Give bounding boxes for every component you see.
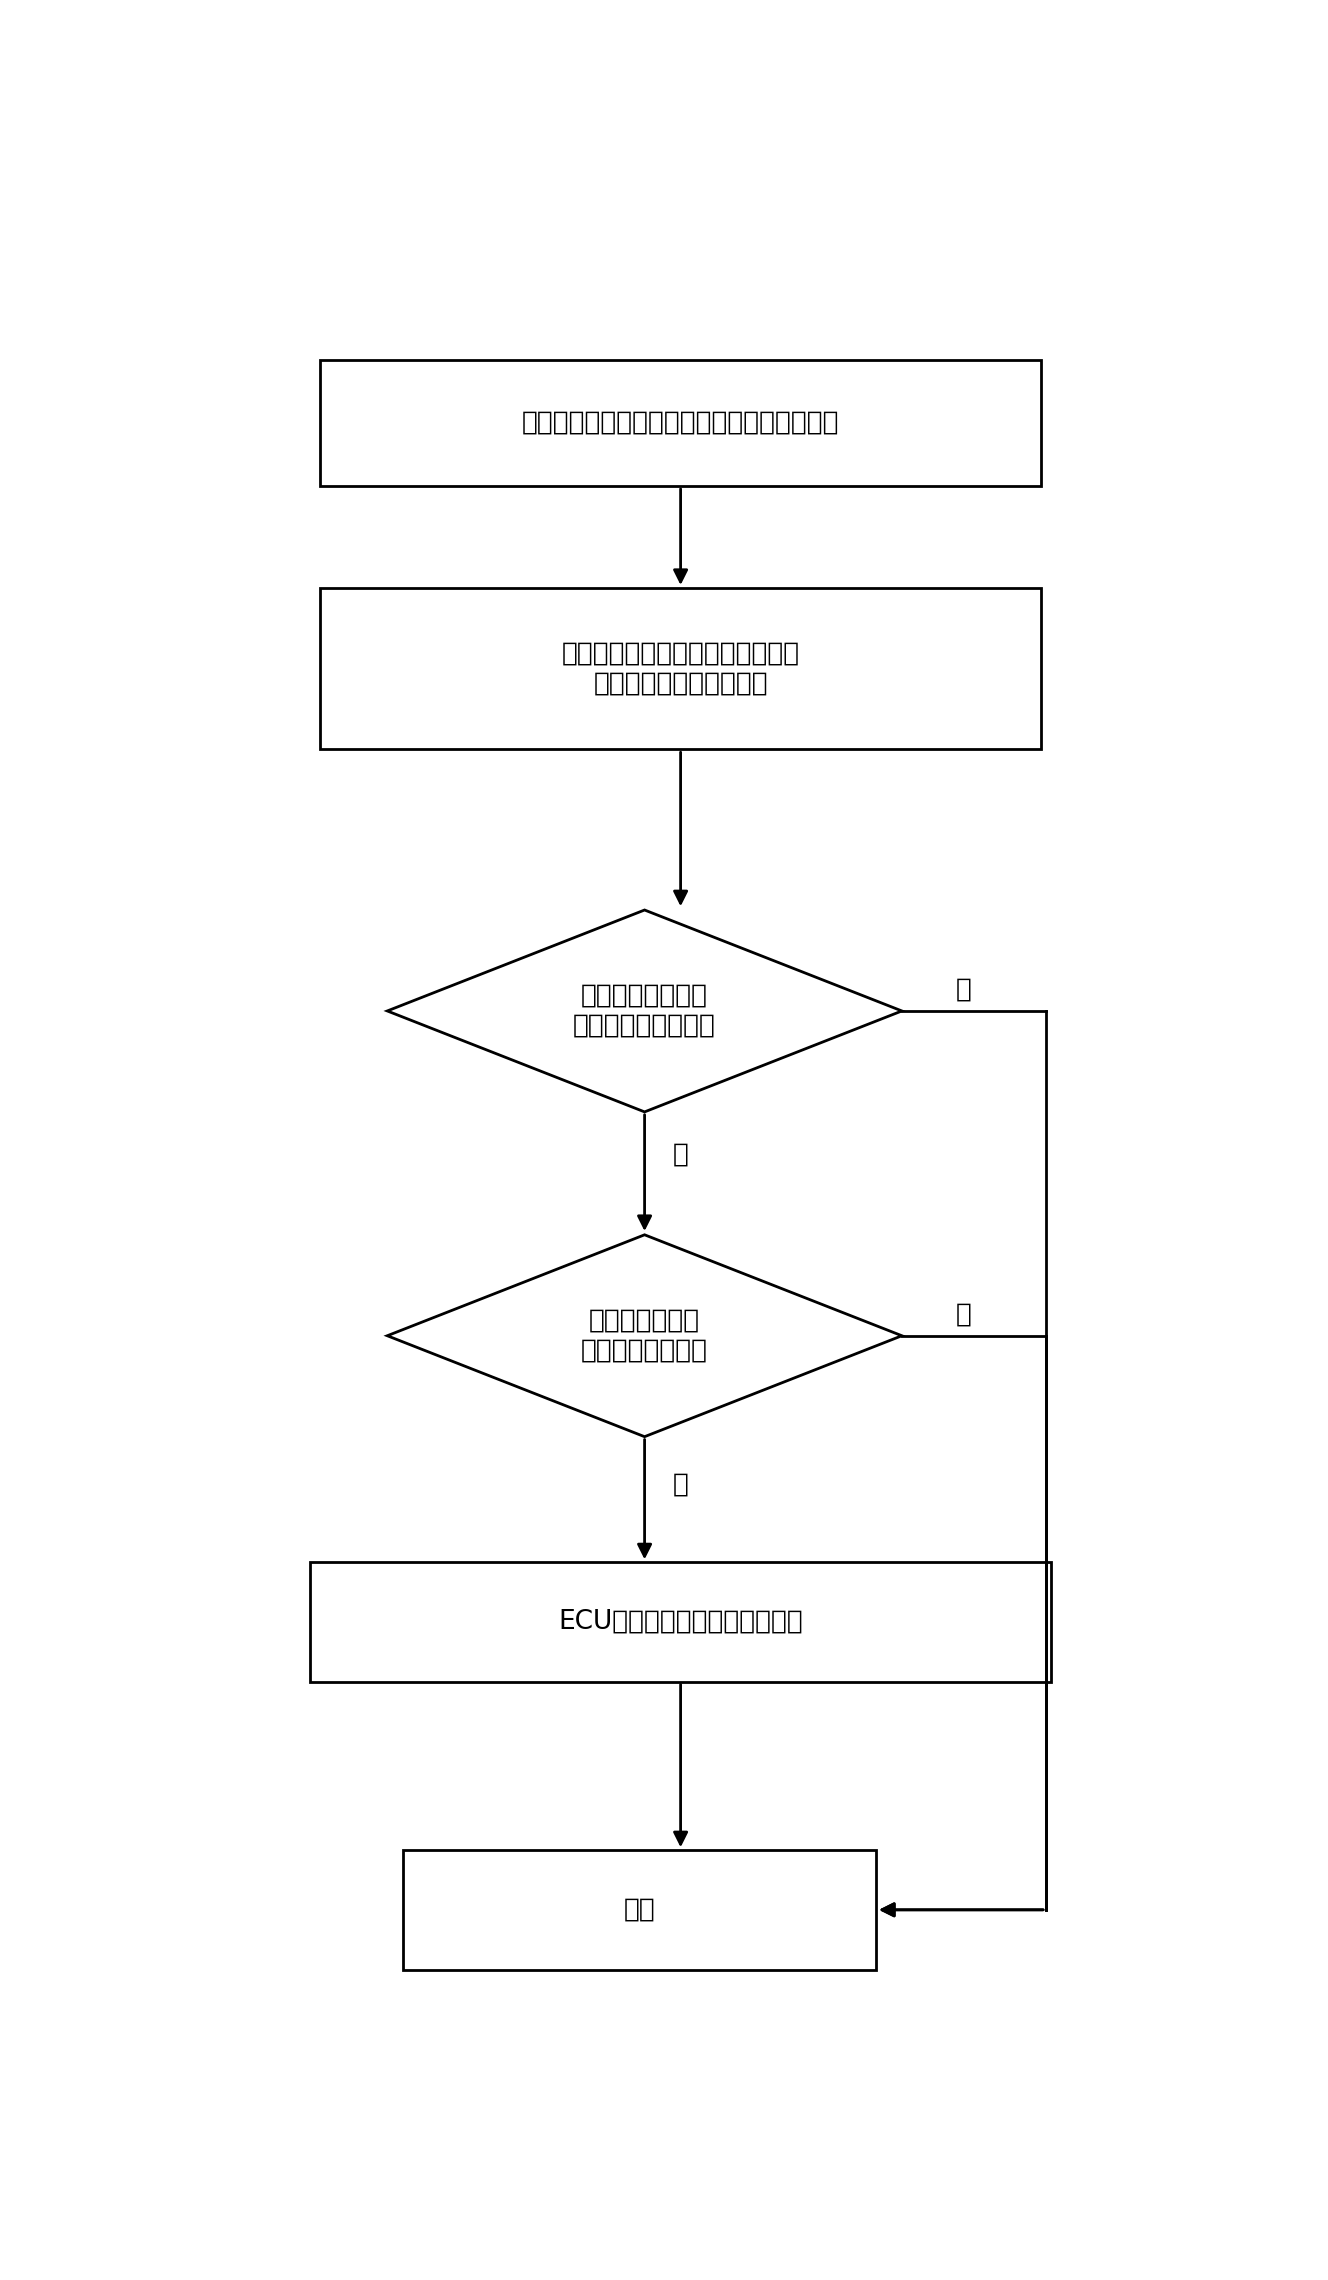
Text: 获取发动机从启动状态到怠速状态
或到部分负载状态的时间: 获取发动机从启动状态到怠速状态 或到部分负载状态的时间 <box>562 641 799 698</box>
Text: ECU则对进气温度进行应急处理: ECU则对进气温度进行应急处理 <box>558 1610 803 1635</box>
Bar <box>402 1849 876 1970</box>
Bar <box>320 360 1041 486</box>
Text: 否: 否 <box>956 1302 972 1327</box>
Bar <box>320 588 1041 750</box>
Text: 判断电诊断同步延
时是否大于上述时间: 判断电诊断同步延 时是否大于上述时间 <box>574 983 716 1040</box>
Bar <box>311 1562 1052 1683</box>
Text: 获取进气温度和冷却液温度的电诊断同步延时: 获取进气温度和冷却液温度的电诊断同步延时 <box>522 410 839 435</box>
Text: 否: 否 <box>956 976 972 1003</box>
Polygon shape <box>388 1236 902 1436</box>
Text: 是: 是 <box>673 1473 688 1498</box>
Text: 结束: 结束 <box>624 1897 655 1922</box>
Text: 是: 是 <box>673 1142 688 1167</box>
Text: 判断进气温度传
感器是否发生故障: 判断进气温度传 感器是否发生故障 <box>582 1309 708 1363</box>
Polygon shape <box>388 910 902 1113</box>
